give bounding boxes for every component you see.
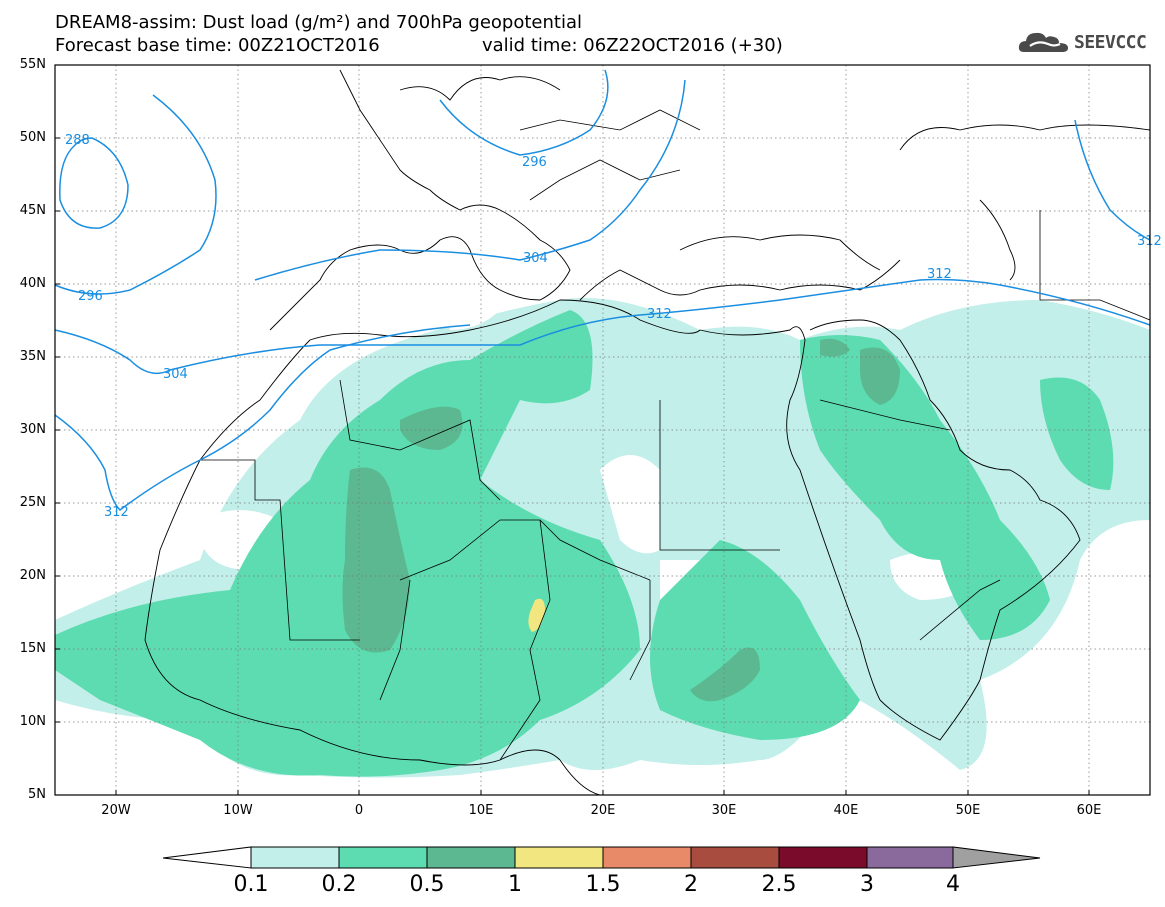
coastlines [144, 69, 1151, 796]
lon-label: 10E [468, 803, 494, 818]
lon-label: 10W [223, 803, 253, 818]
lat-label: 40N [19, 276, 46, 291]
lat-label: 45N [19, 203, 46, 218]
colorbar-label: 2.5 [761, 872, 797, 897]
colorbar-label: 0.5 [409, 872, 445, 897]
map-title: DREAM8-assim: Dust load (g/m²) and 700hP… [55, 12, 582, 33]
contour-label: 304 [163, 367, 188, 382]
colorbar-swatch [514, 846, 604, 869]
colorbar-label: 2 [684, 872, 698, 897]
colorbar-swatch [690, 846, 780, 869]
lat-label: 25N [19, 495, 46, 510]
cloud-logo-icon [1018, 32, 1068, 52]
lat-label: 35N [19, 349, 46, 364]
colorbar [162, 846, 1041, 869]
logo-text: SEEVCCC [1074, 32, 1147, 53]
contour-label: 296 [522, 155, 547, 170]
colorbar-label: 1 [508, 872, 522, 897]
colorbar-label: 1.5 [585, 872, 621, 897]
valid-time: valid time: 06Z22OCT2016 (+30) [482, 35, 783, 56]
lat-label: 20N [19, 568, 46, 583]
lon-label: 60E [1076, 803, 1102, 818]
colorbar-swatch [338, 846, 428, 869]
geopotential-contours [54, 69, 1151, 511]
lat-label: 15N [19, 641, 46, 656]
colorbar-swatch [426, 846, 516, 869]
lat-label: 55N [19, 57, 46, 72]
seevccc-logo: SEEVCCC [1018, 28, 1158, 56]
dust-field-medium [55, 310, 1114, 777]
contour-label: 312 [647, 307, 672, 322]
lat-label: 5N [28, 787, 46, 802]
lon-label: 0 [354, 803, 364, 818]
contour-label: 296 [78, 289, 103, 304]
colorbar-swatch [602, 846, 692, 869]
lon-label: 20W [101, 803, 131, 818]
lon-label: 20E [590, 803, 616, 818]
colorbar-swatch [250, 846, 340, 869]
colorbar-label: 0.1 [233, 872, 269, 897]
colorbar-low-arrow [162, 846, 252, 869]
colorbar-label: 3 [860, 872, 874, 897]
lon-label: 50E [955, 803, 981, 818]
geopotential-labels: 288 296 296 304 304 312 312 312 312 [65, 133, 1162, 520]
forecast-base-time: Forecast base time: 00Z21OCT2016 [55, 35, 380, 56]
contour-label: 304 [523, 251, 548, 266]
contour-label: 312 [104, 505, 129, 520]
dust-field-dark [342, 338, 900, 702]
colorbar-high-arrow [952, 846, 1041, 869]
lat-label: 50N [19, 130, 46, 145]
graticule [55, 65, 1150, 795]
colorbar-label: 0.2 [321, 872, 357, 897]
lat-label: 10N [19, 714, 46, 729]
lon-label: 30E [711, 803, 737, 818]
colorbar-swatch [778, 846, 868, 869]
colorbar-label: 4 [946, 872, 960, 897]
contour-label: 288 [65, 133, 90, 148]
colorbar-swatch [866, 846, 954, 869]
lon-label: 40E [833, 803, 859, 818]
lat-label: 30N [19, 422, 46, 437]
contour-label: 312 [927, 267, 952, 282]
